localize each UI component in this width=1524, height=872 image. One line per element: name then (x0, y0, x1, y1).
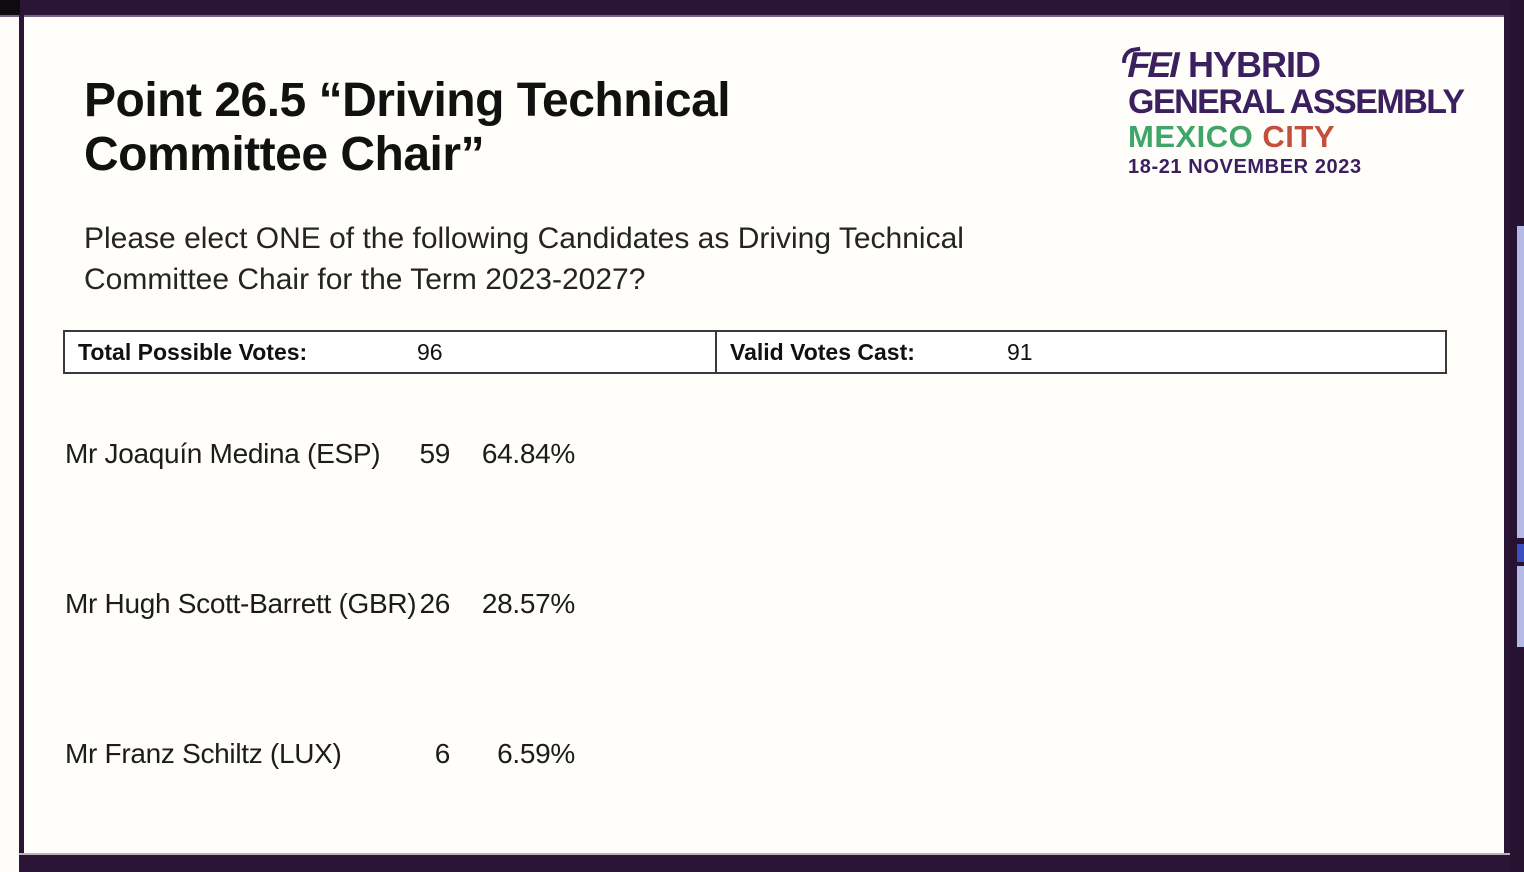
candidate-votes: 59 (419, 438, 450, 469)
logo-general-assembly-text: GENERAL ASSEMBLY (1128, 83, 1465, 121)
slide-right-border (1504, 14, 1512, 855)
slide-top-border (0, 0, 1524, 17)
fei-logo-line: FEI HYBRID (1124, 44, 1508, 85)
fei-assembly-logo: FEI HYBRID GENERAL ASSEMBLY MEXICO CITY … (1124, 44, 1508, 180)
edge-panel-fragment (1517, 226, 1524, 538)
total-possible-votes-value: 96 (417, 338, 443, 365)
valid-votes-cast-cell: Valid Votes Cast: 91 (717, 332, 1445, 372)
logo-city-line: MEXICO CITY (1128, 120, 1508, 154)
logo-date-text: 18-21 NOVEMBER 2023 (1128, 156, 1362, 178)
candidate-votes: 26 (419, 588, 450, 619)
valid-votes-cast-value: 91 (1007, 338, 1033, 365)
edge-panel-fragment (1517, 566, 1524, 647)
top-left-notch (0, 0, 20, 15)
logo-city-text: CITY (1262, 119, 1336, 154)
election-results: Mr Joaquín Medina (ESP) 59 64.84% Mr Hug… (65, 434, 685, 872)
result-row: Mr Joaquín Medina (ESP) 59 64.84% (65, 434, 685, 474)
result-row: Mr Hugh Scott-Barrett (GBR) 26 28.57% (65, 584, 685, 624)
ballot-question: Please elect ONE of the following Candid… (84, 222, 964, 296)
total-possible-votes-cell: Total Possible Votes: 96 (65, 332, 717, 372)
slide-left-border (19, 14, 24, 855)
candidate-votes: 6 (434, 738, 451, 769)
candidate-percent: 64.84% (481, 438, 575, 469)
candidate-name: Mr Franz Schiltz (LUX) (65, 738, 342, 769)
logo-hybrid-text: HYBRID (1179, 44, 1321, 85)
slide-bottom-border (19, 853, 1524, 872)
vote-stats-table: Total Possible Votes: 96 Valid Votes Cas… (63, 330, 1447, 374)
result-row: Mr Franz Schiltz (LUX) 6 6.59% (65, 734, 685, 774)
candidate-percent: 6.59% (497, 738, 575, 769)
slide-title: Point 26.5 “Driving Technical Committee … (84, 74, 731, 181)
logo-mexico-text: MEXICO (1128, 119, 1263, 154)
candidate-percent: 28.57% (481, 588, 575, 619)
total-possible-votes-label: Total Possible Votes: (78, 338, 308, 365)
candidate-name: Mr Joaquín Medina (ESP) (65, 438, 381, 469)
slide-canvas (24, 15, 1506, 853)
fei-logo-mark: FEI (1123, 44, 1183, 85)
edge-panel-fragment (1517, 544, 1524, 562)
candidate-name: Mr Hugh Scott-Barrett (GBR) (65, 588, 417, 619)
valid-votes-cast-label: Valid Votes Cast: (730, 338, 915, 365)
